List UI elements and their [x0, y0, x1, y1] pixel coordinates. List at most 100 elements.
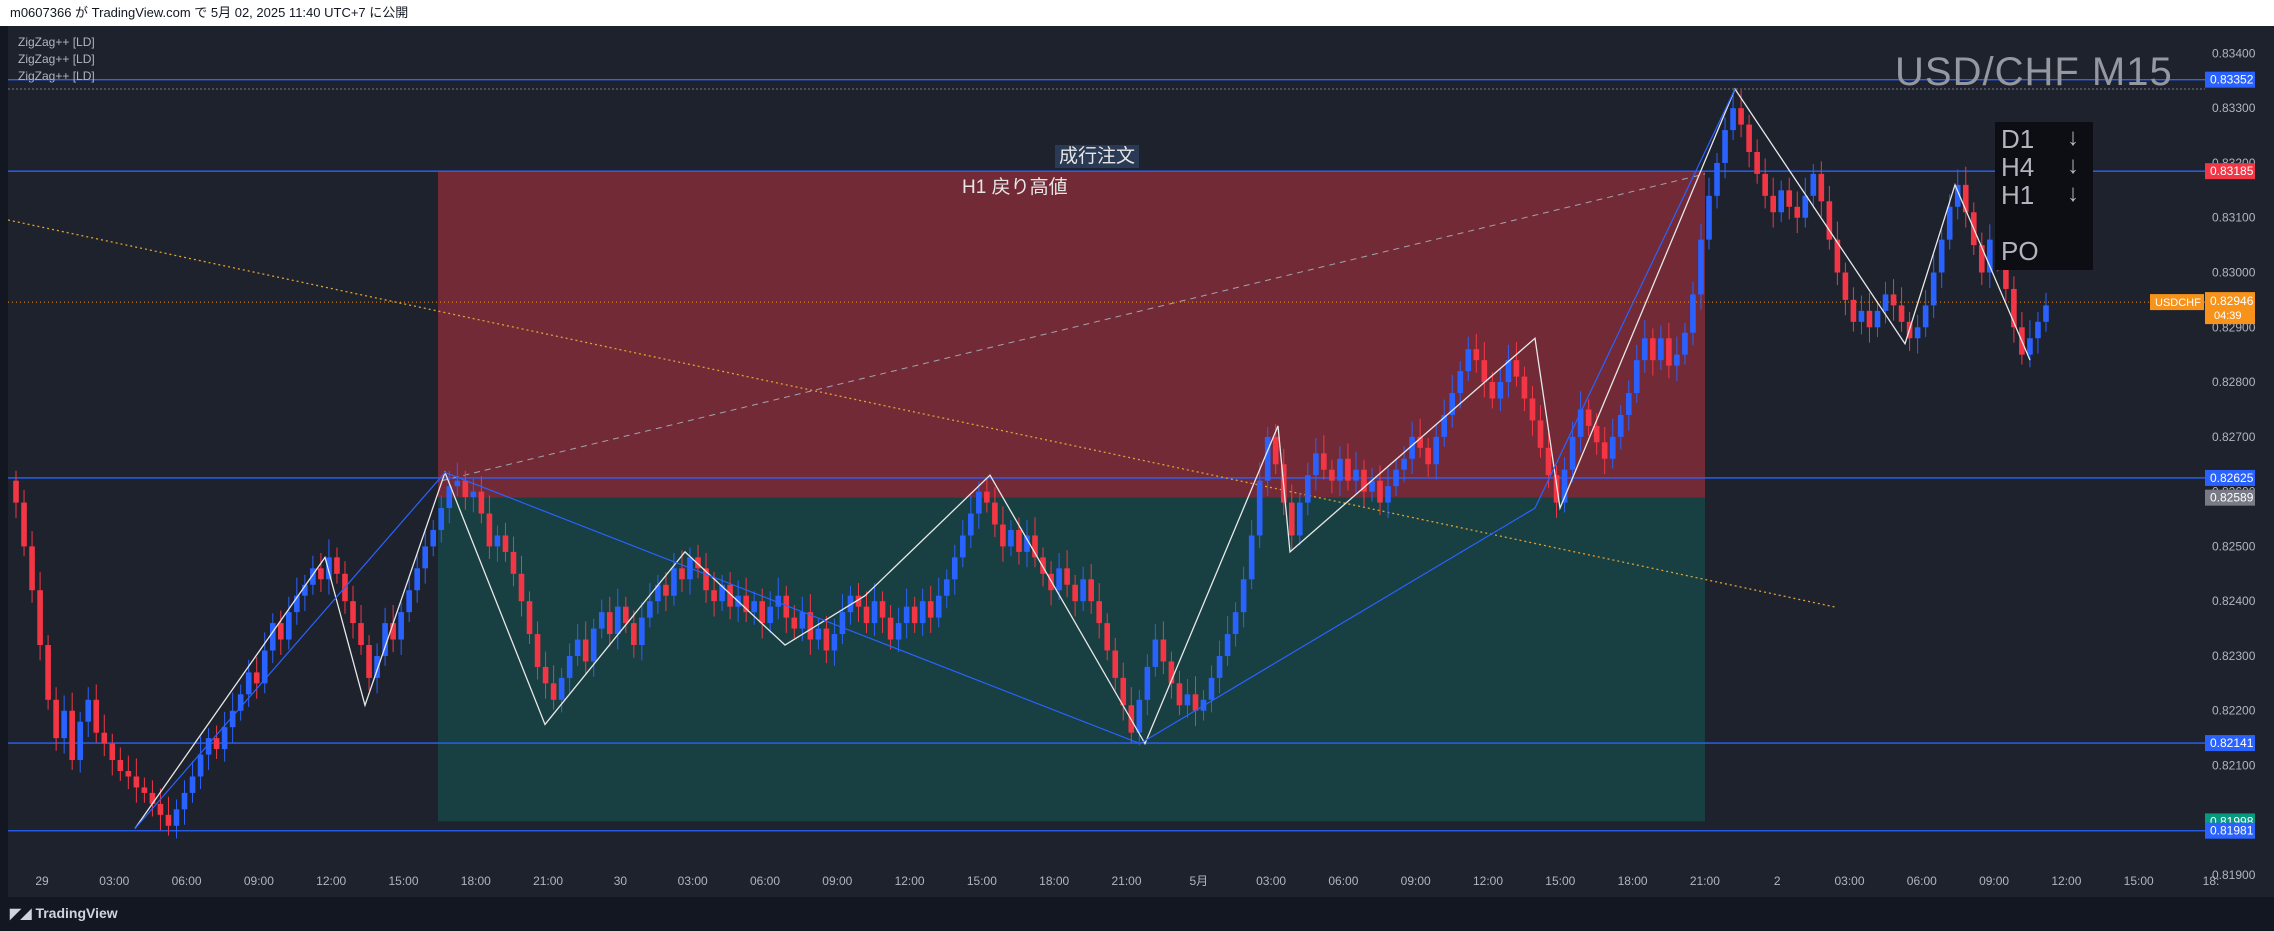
candle-body: [1240, 579, 1247, 613]
candle-body: [911, 606, 918, 624]
indicator-item[interactable]: ZigZag++ [LD]: [18, 69, 95, 83]
candle-body: [1208, 677, 1215, 700]
candle-body: [1064, 568, 1070, 585]
publish-header: m0607366 が TradingView.com で 5月 02, 2025…: [0, 0, 2274, 26]
indicator-item[interactable]: ZigZag++ [LD]: [18, 35, 95, 49]
candle-body: [1978, 245, 1985, 273]
candle-body: [711, 590, 717, 602]
indicator-item[interactable]: ZigZag++ [LD]: [18, 52, 95, 66]
candle-body: [1561, 469, 1568, 503]
market-order-label[interactable]: 成行注文: [1055, 141, 1140, 168]
candle-body: [807, 612, 814, 640]
candle-body: [1834, 239, 1841, 273]
candle-body: [302, 584, 308, 596]
candle-body: [61, 710, 67, 739]
time-tick-label: 09:00: [1979, 874, 2009, 888]
candle-body: [1569, 436, 1576, 470]
candle-body: [1433, 436, 1440, 465]
candle-body: [1650, 338, 1656, 361]
candle-body: [318, 568, 324, 580]
candle-body: [13, 480, 19, 503]
candle-body: [1858, 310, 1865, 322]
candle-body: [1024, 535, 1030, 552]
time-tick-label: 03:00: [99, 874, 129, 888]
candle-body: [767, 606, 774, 624]
candle-body: [663, 584, 669, 596]
candle-body: [1417, 436, 1423, 448]
candle-body: [871, 601, 878, 624]
candle-body: [334, 557, 340, 574]
down-arrow-icon: ↓: [2067, 124, 2079, 151]
candle-body: [1096, 601, 1103, 624]
candle-body: [470, 491, 477, 498]
mtf-h1-label: H1: [2001, 180, 2035, 210]
candle-body: [695, 557, 701, 569]
tv-icon: ◤◢: [10, 905, 36, 921]
candle-body: [1802, 195, 1809, 218]
candle-body: [350, 601, 356, 624]
candle-body: [205, 738, 212, 755]
candle-body: [45, 645, 51, 700]
candle-body: [1826, 201, 1833, 240]
candle-body: [518, 573, 525, 602]
time-tick-label: 2: [1774, 874, 1781, 888]
candle-body: [542, 666, 549, 684]
candle-body: [992, 502, 998, 525]
candle-body: [165, 814, 172, 826]
candle-body: [374, 655, 380, 678]
candle-body: [406, 590, 412, 613]
candle-body: [598, 612, 605, 629]
candle-body: [261, 650, 268, 684]
take-profit-zone: [438, 497, 1705, 822]
candle-body: [1537, 420, 1544, 448]
candle-body: [181, 792, 188, 810]
candle-body: [486, 513, 493, 547]
price-label-box: [2205, 735, 2255, 752]
candle-body: [839, 612, 846, 635]
candle-body: [454, 480, 461, 487]
candle-body: [976, 491, 982, 514]
candle-body: [1401, 458, 1407, 470]
candle-body: [799, 612, 806, 629]
candle-body: [1593, 425, 1600, 443]
candle-body: [1609, 436, 1616, 459]
candle-body: [1722, 130, 1728, 163]
time-tick-label: 12:00: [2051, 874, 2081, 888]
time-tick-label: 06:00: [1328, 874, 1358, 888]
candle-body: [1168, 661, 1175, 684]
candle-body: [1136, 699, 1143, 733]
candle-body: [895, 623, 902, 640]
candle-body: [1080, 579, 1086, 602]
time-tick-label: 06:00: [1907, 874, 1937, 888]
candle-body: [213, 738, 220, 750]
candle-body: [1072, 584, 1078, 602]
candle-body: [1425, 447, 1431, 465]
candle-body: [1481, 360, 1488, 383]
candle-body: [438, 508, 445, 530]
candle-body: [984, 491, 990, 503]
current-price-label: 0.82946: [2210, 294, 2254, 308]
candle-body: [671, 568, 677, 596]
candle-body: [149, 792, 156, 804]
candle-body: [237, 694, 244, 711]
candle-body: [1337, 458, 1343, 481]
candle-body: [93, 699, 100, 733]
time-tick-label: 03:00: [1256, 874, 1286, 888]
h1-high-label[interactable]: H1 戻り高値: [962, 172, 1068, 199]
candle-body: [1987, 239, 1993, 273]
candle-body: [1008, 529, 1014, 547]
candle-body: [815, 628, 822, 640]
candle-body: [1088, 579, 1094, 602]
candle-body: [358, 623, 364, 646]
candle-body: [1706, 195, 1712, 240]
candle-body: [2011, 288, 2017, 328]
candle-body: [566, 655, 573, 678]
candle-body: [85, 699, 92, 722]
candle-body: [101, 732, 108, 744]
candle-body: [526, 601, 533, 635]
candle-body: [173, 809, 180, 826]
symbol-title: USD/CHF M15: [1895, 50, 2173, 94]
candle-body: [1633, 360, 1640, 394]
candle-body: [157, 803, 164, 815]
